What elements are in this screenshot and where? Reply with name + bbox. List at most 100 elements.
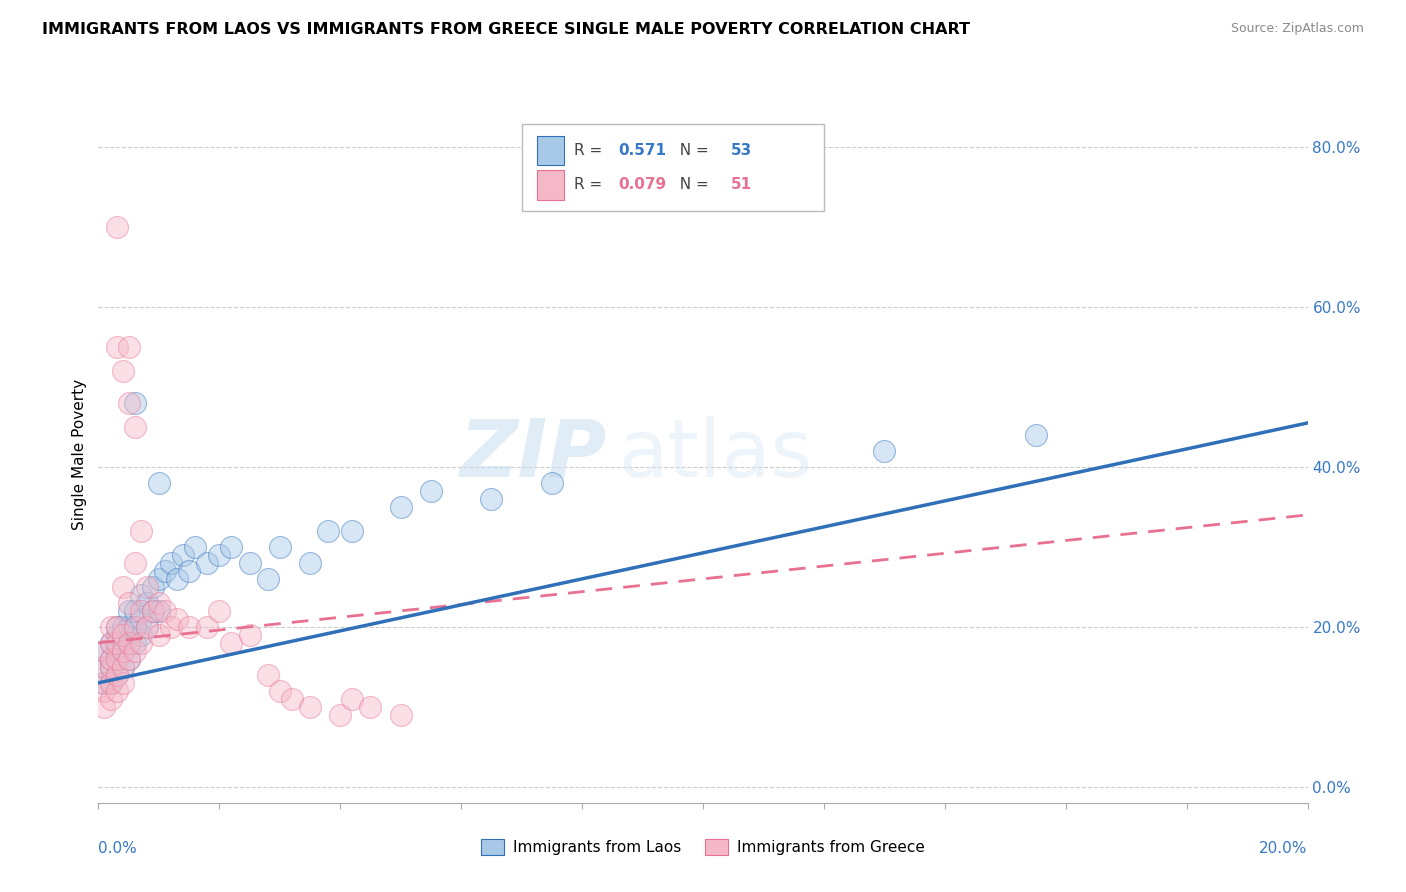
Point	[142, 580, 165, 594]
Point	[129, 604, 152, 618]
Point	[100, 676, 122, 690]
Legend: Immigrants from Laos, Immigrants from Greece: Immigrants from Laos, Immigrants from Gr…	[475, 833, 931, 862]
Point	[111, 580, 134, 594]
Point	[124, 396, 146, 410]
Point	[111, 364, 134, 378]
Point	[118, 652, 141, 666]
Point	[269, 683, 291, 698]
Point	[118, 340, 141, 354]
Text: N =: N =	[671, 143, 714, 158]
Point	[100, 691, 122, 706]
Point	[105, 652, 128, 666]
Point	[208, 548, 231, 562]
Point	[111, 660, 134, 674]
Point	[148, 604, 170, 618]
Point	[111, 636, 134, 650]
Point	[179, 620, 201, 634]
Point	[118, 596, 141, 610]
Point	[160, 556, 183, 570]
Point	[100, 636, 122, 650]
Point	[481, 491, 503, 506]
Point	[135, 620, 157, 634]
Point	[118, 396, 141, 410]
Point	[195, 556, 218, 570]
Point	[105, 652, 128, 666]
Point	[208, 604, 231, 618]
Point	[124, 420, 146, 434]
Text: 53: 53	[731, 143, 752, 158]
Point	[124, 604, 146, 618]
Point	[172, 548, 194, 562]
Point	[153, 604, 176, 618]
Point	[342, 691, 364, 706]
Point	[179, 564, 201, 578]
Point	[153, 564, 176, 578]
Point	[124, 636, 146, 650]
Point	[118, 620, 141, 634]
Point	[118, 636, 141, 650]
Text: 51: 51	[731, 178, 752, 193]
Point	[105, 628, 128, 642]
Point	[93, 699, 115, 714]
Point	[111, 644, 134, 658]
Point	[256, 572, 278, 586]
Point	[111, 644, 134, 658]
Text: 20.0%: 20.0%	[1260, 841, 1308, 856]
Point	[105, 620, 128, 634]
Point	[389, 707, 412, 722]
FancyBboxPatch shape	[522, 124, 824, 211]
Point	[105, 683, 128, 698]
Point	[93, 644, 115, 658]
Point	[105, 340, 128, 354]
Point	[135, 596, 157, 610]
Point	[148, 475, 170, 490]
Point	[118, 604, 141, 618]
Point	[100, 636, 122, 650]
Point	[129, 612, 152, 626]
Point	[389, 500, 412, 514]
Text: 0.0%: 0.0%	[98, 841, 138, 856]
Point	[148, 628, 170, 642]
Point	[118, 652, 141, 666]
Point	[129, 636, 152, 650]
Point	[100, 660, 122, 674]
Point	[540, 475, 562, 490]
Point	[105, 636, 128, 650]
Point	[256, 668, 278, 682]
Point	[93, 683, 115, 698]
Point	[124, 620, 146, 634]
Text: IMMIGRANTS FROM LAOS VS IMMIGRANTS FROM GREECE SINGLE MALE POVERTY CORRELATION C: IMMIGRANTS FROM LAOS VS IMMIGRANTS FROM …	[42, 22, 970, 37]
Point	[281, 691, 304, 706]
Point	[93, 644, 115, 658]
Point	[135, 620, 157, 634]
Y-axis label: Single Male Poverty: Single Male Poverty	[72, 379, 87, 531]
Point	[105, 644, 128, 658]
Text: N =: N =	[671, 178, 714, 193]
Text: atlas: atlas	[619, 416, 813, 494]
Point	[93, 676, 115, 690]
Point	[269, 540, 291, 554]
Point	[221, 540, 243, 554]
Point	[873, 444, 896, 458]
Point	[100, 660, 122, 674]
Point	[129, 628, 152, 642]
Point	[111, 620, 134, 634]
Point	[124, 644, 146, 658]
Text: 0.571: 0.571	[619, 143, 666, 158]
Point	[105, 219, 128, 234]
Point	[184, 540, 207, 554]
Point	[316, 524, 339, 538]
Point	[105, 668, 128, 682]
Point	[100, 676, 122, 690]
Point	[342, 524, 364, 538]
Point	[129, 588, 152, 602]
Text: ZIP: ZIP	[458, 416, 606, 494]
Point	[299, 556, 322, 570]
Point	[239, 556, 262, 570]
Point	[100, 620, 122, 634]
Text: R =: R =	[574, 178, 607, 193]
Point	[142, 604, 165, 618]
Point	[360, 699, 382, 714]
Point	[129, 524, 152, 538]
Text: Source: ZipAtlas.com: Source: ZipAtlas.com	[1230, 22, 1364, 36]
